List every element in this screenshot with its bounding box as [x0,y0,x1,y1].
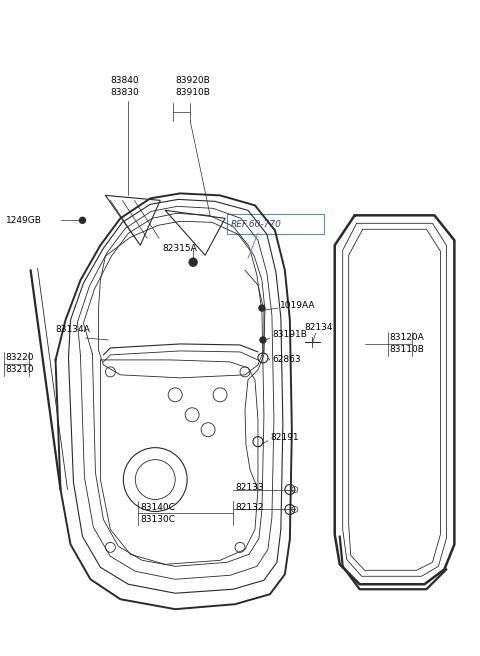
Text: 83910B: 83910B [175,88,210,97]
Text: 82191: 82191 [270,433,299,442]
Text: 83140C: 83140C [140,503,175,512]
Text: 83134A: 83134A [56,325,90,335]
Text: 62863: 62863 [272,356,300,364]
Text: 83210: 83210 [6,365,34,375]
Text: 83191B: 83191B [272,331,307,339]
Text: 82132: 82132 [235,503,264,512]
Text: 83840: 83840 [110,76,139,85]
Text: REF.60-770: REF.60-770 [231,220,282,229]
Text: 1249GB: 1249GB [6,216,42,225]
Text: 83110B: 83110B [390,346,424,354]
Text: 83920B: 83920B [175,76,210,85]
Text: 82133: 82133 [235,483,264,492]
Text: 1019AA: 1019AA [280,300,315,310]
Circle shape [80,217,85,223]
Text: 83120A: 83120A [390,333,424,342]
Circle shape [259,305,265,311]
Text: 83130C: 83130C [140,515,175,524]
Circle shape [260,337,266,343]
FancyBboxPatch shape [227,215,324,234]
Text: 83220: 83220 [6,354,34,362]
Text: 82134: 82134 [305,323,333,333]
Text: 83830: 83830 [110,88,139,97]
Circle shape [189,258,197,266]
Text: 82315A: 82315A [162,244,197,253]
